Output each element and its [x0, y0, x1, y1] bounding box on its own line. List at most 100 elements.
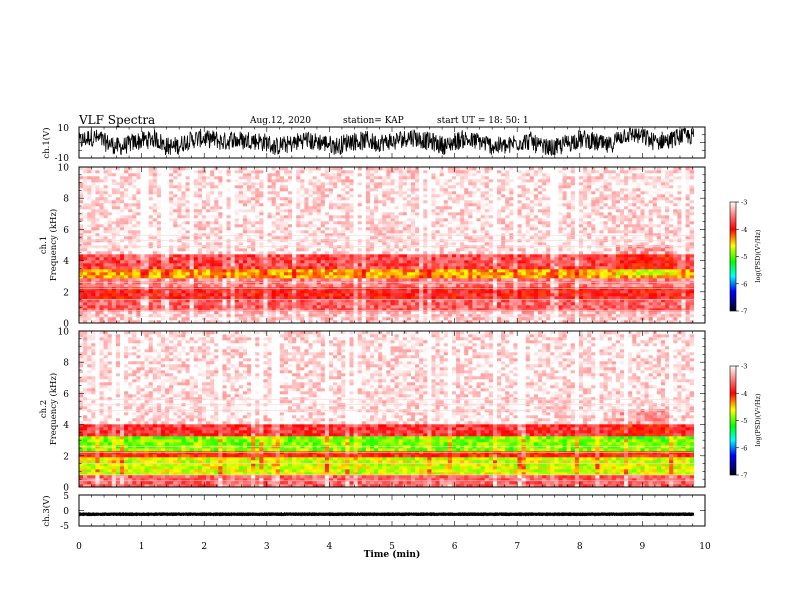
spectrogram-cell [333, 218, 338, 222]
spectrogram-cell [91, 296, 96, 300]
spectrogram-cell [181, 275, 186, 279]
spectrogram-cell [95, 173, 100, 177]
spectrogram-cell [427, 170, 432, 174]
spectrogram-cell [144, 293, 149, 297]
spectrogram-cell [95, 188, 100, 192]
spectrogram-cell [292, 299, 297, 303]
spectrogram-cell [333, 242, 338, 246]
spectrogram-cell [99, 176, 104, 180]
spectrogram-cell [439, 194, 445, 198]
spectrogram-cell [304, 305, 309, 309]
spectrogram-cell [415, 182, 420, 186]
spectrogram-cell [353, 179, 358, 183]
spectrogram-cell [160, 290, 166, 294]
spectrogram-cell [91, 218, 96, 222]
spectrogram-cell [263, 185, 268, 189]
spectrogram-cell [423, 317, 428, 321]
spectrogram-cell [226, 221, 231, 225]
spectrogram-cell [181, 308, 186, 312]
spectrogram-cell [341, 236, 346, 240]
spectrogram-cell [193, 260, 199, 264]
spectrogram-cell [234, 242, 240, 246]
spectrogram-cell [189, 275, 195, 279]
spectrogram-cell [132, 302, 137, 306]
spectrogram-cell [431, 167, 436, 171]
spectrogram-cell [456, 221, 461, 225]
spectrogram-cell [324, 182, 330, 186]
spectrogram-cell [292, 182, 297, 186]
spectrogram-cell [288, 230, 293, 234]
spectrogram-cell [156, 272, 162, 276]
spectrogram-cell [283, 278, 289, 282]
spectrogram-cell [201, 218, 207, 222]
spectrogram-cell [111, 182, 117, 186]
spectrogram-cell [300, 200, 305, 204]
spectrogram-cell [435, 197, 440, 201]
spectrogram-cell [279, 182, 285, 186]
spectrogram-cell [300, 266, 305, 270]
spectrogram-cell [296, 221, 301, 225]
spectrogram-cell [107, 272, 113, 276]
spectrogram-cell [103, 278, 108, 282]
spectrogram-cell [349, 176, 354, 180]
spectrogram-cell [320, 260, 326, 264]
spectrogram-cell [242, 209, 248, 213]
spectrogram-cell [312, 239, 317, 243]
spectrogram-cell [406, 293, 412, 297]
spectrogram-cell [333, 176, 338, 180]
spectrogram-cell [300, 278, 305, 282]
spectrogram-cell [324, 302, 330, 306]
spectrogram-cell [136, 224, 141, 228]
spectrogram-cell [296, 266, 301, 270]
spectrogram-cell [378, 254, 383, 258]
spectrogram-cell [365, 242, 371, 246]
spectrogram-cell [79, 233, 84, 237]
spectrogram-cell [259, 170, 264, 174]
spectrogram-cell [165, 218, 170, 222]
spectrogram-cell [83, 227, 88, 231]
spectrogram-cell [283, 248, 289, 252]
spectrogram-cell [152, 242, 158, 246]
spectrogram-cell [398, 197, 404, 201]
spectrogram-cell [259, 263, 264, 267]
spectrogram-cell [447, 242, 453, 246]
spectrogram-cell [185, 176, 190, 180]
spectrogram-cell [288, 290, 293, 294]
spectrogram-cell [91, 230, 96, 234]
spectrogram-cell [95, 239, 100, 243]
spectrogram-cell [456, 254, 461, 258]
spectrogram-cell [431, 170, 436, 174]
spectrogram-cell [435, 173, 440, 177]
spectrogram-cell [132, 173, 137, 177]
spectrogram-cell [222, 242, 227, 246]
spectrogram-cell [197, 299, 203, 303]
spectrogram-cell [119, 263, 125, 267]
spectrogram-cell [292, 191, 297, 195]
spectrogram-cell [193, 296, 199, 300]
spectrogram-cell [296, 254, 301, 258]
spectrogram-cell [124, 314, 129, 318]
spectrogram-cell [324, 260, 330, 264]
spectrogram-cell [365, 203, 371, 207]
spectrogram-cell [214, 194, 219, 198]
spectrogram-cell [234, 215, 240, 219]
spectrogram-cell [173, 242, 178, 246]
spectrogram-cell [406, 284, 412, 288]
spectrogram-cell [283, 170, 289, 174]
spectrogram-cell [316, 278, 322, 282]
spectrogram-cell [91, 167, 96, 171]
spectrogram-cell [431, 263, 436, 267]
spectrogram-cell [238, 203, 244, 207]
spectrogram-cell [456, 269, 461, 273]
spectrogram-cell [288, 263, 293, 267]
spectrogram-cell [451, 233, 457, 237]
spectrogram-cell [316, 197, 322, 201]
spectrogram-cell [193, 278, 199, 282]
spectrogram-cell [242, 257, 248, 261]
spectrogram-cell [386, 308, 391, 312]
spectrogram-cell [95, 203, 100, 207]
spectrogram-cell [238, 191, 244, 195]
spectrogram-cell [107, 266, 113, 270]
spectrogram-cell [144, 197, 149, 201]
spectrogram-cell [165, 311, 170, 315]
